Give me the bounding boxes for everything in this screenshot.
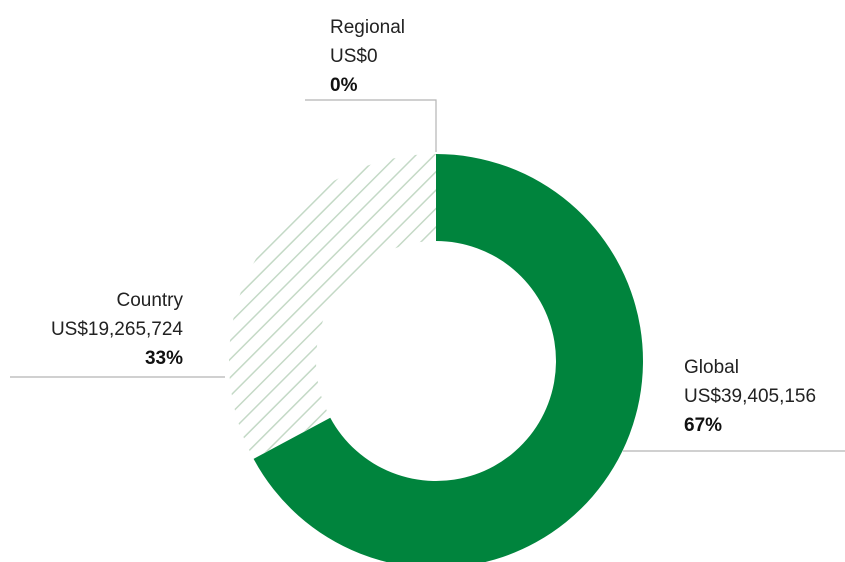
donut-slice: [253, 154, 643, 562]
value-label: US$19,265,724: [51, 319, 183, 340]
slice-label: Regional: [330, 17, 405, 38]
value-label: US$0: [330, 46, 378, 67]
slice-label: Country: [116, 290, 183, 311]
leader-line: [305, 99, 437, 152]
slice-label: Global: [684, 357, 739, 378]
donut-slice: [228, 154, 436, 459]
percent-label: 67%: [684, 415, 722, 436]
percent-label: 0%: [330, 75, 358, 96]
value-label: US$39,405,156: [684, 386, 816, 407]
percent-label: 33%: [145, 348, 183, 369]
